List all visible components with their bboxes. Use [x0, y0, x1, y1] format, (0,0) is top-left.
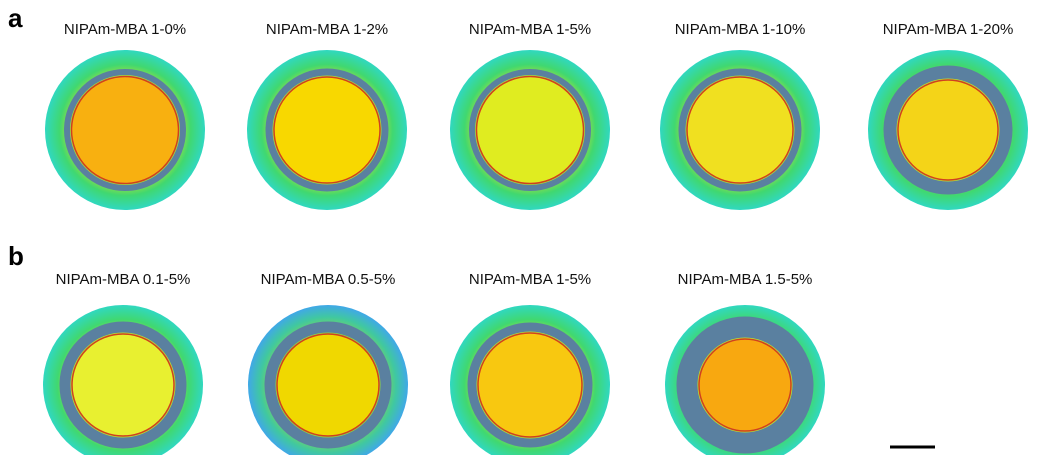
figure: a NIPAm-MBA 1-0% NIPAm-MBA 1-2% NIPAm-MBA 1… [0, 0, 1040, 455]
image-caption: NIPAm-MBA 1-0% [64, 21, 186, 38]
image-caption: NIPAm-MBA 1-10% [675, 21, 806, 38]
sample-core [687, 77, 793, 183]
sample-core [72, 77, 179, 184]
image-caption: NIPAm-MBA 1.5-5% [678, 271, 813, 288]
image-caption: NIPAm-MBA 1-5% [469, 271, 591, 288]
image-caption: NIPAm-MBA 1-2% [266, 21, 388, 38]
sample-core [477, 77, 584, 184]
sample-core [898, 80, 998, 180]
panel-label: a [8, 3, 23, 33]
sample-core [72, 334, 174, 436]
image-caption: NIPAm-MBA 0.1-5% [56, 271, 191, 288]
image-caption: NIPAm-MBA 1-20% [883, 21, 1014, 38]
sample-core [277, 334, 379, 436]
image-caption: NIPAm-MBA 1-5% [469, 21, 591, 38]
image-caption: NIPAm-MBA 0.5-5% [261, 271, 396, 288]
panel-label: b [8, 241, 24, 271]
sample-core [478, 333, 582, 437]
sample-core [699, 339, 791, 431]
sample-core [274, 77, 380, 183]
